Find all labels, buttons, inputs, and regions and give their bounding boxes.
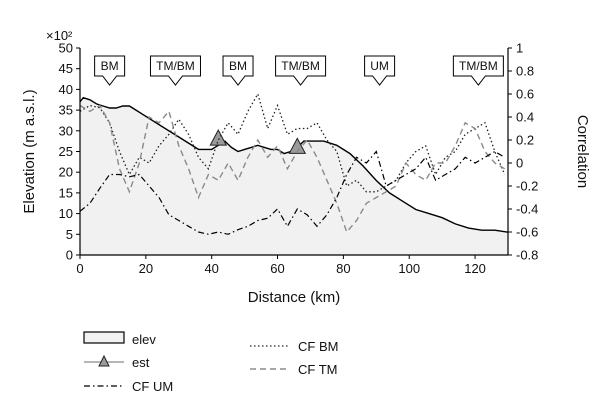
zone-label: TM/BM [459, 59, 498, 73]
zone-callout: BM [94, 55, 126, 86]
x-tick-label: 40 [204, 261, 218, 276]
y-left-tick-label: 10 [59, 206, 73, 221]
y-right-tick-label: 0 [516, 156, 523, 171]
legend-label: est [132, 355, 150, 370]
legend-item-elev: elev [83, 331, 156, 347]
zone-labels: BM TM/BM BM TM/BM UM TM/BM [94, 55, 504, 86]
cf-um-line [79, 150, 506, 235]
x-tick-label: 0 [76, 261, 83, 276]
legend-item-cf-tm: CF TM [250, 362, 337, 377]
y-right-tick-label: 0.2 [516, 133, 534, 148]
x-axis-label: Distance (km) [248, 289, 341, 306]
zone-label: BM [101, 59, 119, 73]
y-left-multiplier: ×10² [46, 28, 73, 43]
cf-tm-line [79, 104, 506, 234]
y-left-tick-label: 45 [59, 61, 73, 76]
y-right-tick-label: 0.4 [516, 110, 534, 125]
zone-callout: TM/BM [275, 55, 327, 86]
y-left-tick-label: 40 [59, 82, 73, 97]
est-marker [209, 129, 228, 146]
legend-label: CF UM [132, 379, 173, 394]
x-tick-label: 20 [139, 261, 153, 276]
zone-callout: TM/BM [149, 55, 201, 86]
y-right-tick-label: -0.8 [516, 248, 538, 263]
zone-callout-box [149, 55, 201, 86]
y-right-tick-label: 1 [516, 41, 523, 56]
y-left-tick-label: 15 [59, 185, 73, 200]
axes: 0 20 40 60 80 100 12005101520253035404550-0.8-… [21, 28, 591, 306]
zone-label: TM/BM [156, 59, 195, 73]
x-tick-label: 100 [398, 261, 420, 276]
legend-swatch [83, 331, 125, 344]
y-left-tick-label: 50 [59, 41, 73, 56]
zone-callout-box [222, 55, 254, 86]
zone-callout-box [94, 55, 126, 86]
legend: elev est CF UM CF BM CF TM [83, 331, 338, 394]
y-left-tick-label: 20 [59, 165, 73, 180]
est-marker [288, 137, 307, 154]
elev-area [80, 97, 508, 255]
x-tick-label: 80 [336, 261, 350, 276]
y-right-tick-label: -0.4 [516, 202, 538, 217]
cf-bm-line [79, 92, 506, 193]
y-left-tick-label: 0 [66, 248, 73, 263]
legend-label: CF TM [298, 362, 337, 377]
zone-label: BM [229, 59, 247, 73]
legend-label: elev [132, 332, 156, 347]
legend-item-est: est [84, 354, 150, 370]
legend-label: CF BM [298, 339, 338, 354]
y-right-axis-label: Correlation [574, 115, 591, 188]
legend-item-cf-um: CF UM [84, 379, 173, 394]
y-right-tick-label: -0.2 [516, 179, 538, 194]
legend-marker [98, 354, 110, 367]
y-left-tick-label: 30 [59, 123, 73, 138]
zone-callout-box [452, 55, 504, 86]
y-left-tick-label: 25 [59, 144, 73, 159]
legend-item-cf-bm: CF BM [250, 339, 338, 354]
y-left-tick-label: 35 [59, 103, 73, 118]
y-right-tick-label: -0.6 [516, 225, 538, 240]
elev-line [79, 96, 509, 233]
y-left-tick-label: 5 [66, 227, 73, 242]
zone-callout: TM/BM [452, 55, 504, 86]
zone-callout: BM [222, 55, 254, 86]
y-right-tick-label: 0.6 [516, 87, 534, 102]
zone-label: TM/BM [281, 59, 320, 73]
zone-label: UM [370, 59, 389, 73]
zone-callout-box [275, 55, 327, 86]
x-tick-label: 120 [464, 261, 486, 276]
zone-callout-box [364, 55, 396, 86]
y-right-tick-label: 0.8 [516, 64, 534, 79]
zone-callout: UM [364, 55, 396, 86]
y-left-axis-label: Elevation (m a.s.l.) [21, 89, 38, 213]
x-tick-label: 60 [270, 261, 284, 276]
plot-area [79, 92, 509, 255]
